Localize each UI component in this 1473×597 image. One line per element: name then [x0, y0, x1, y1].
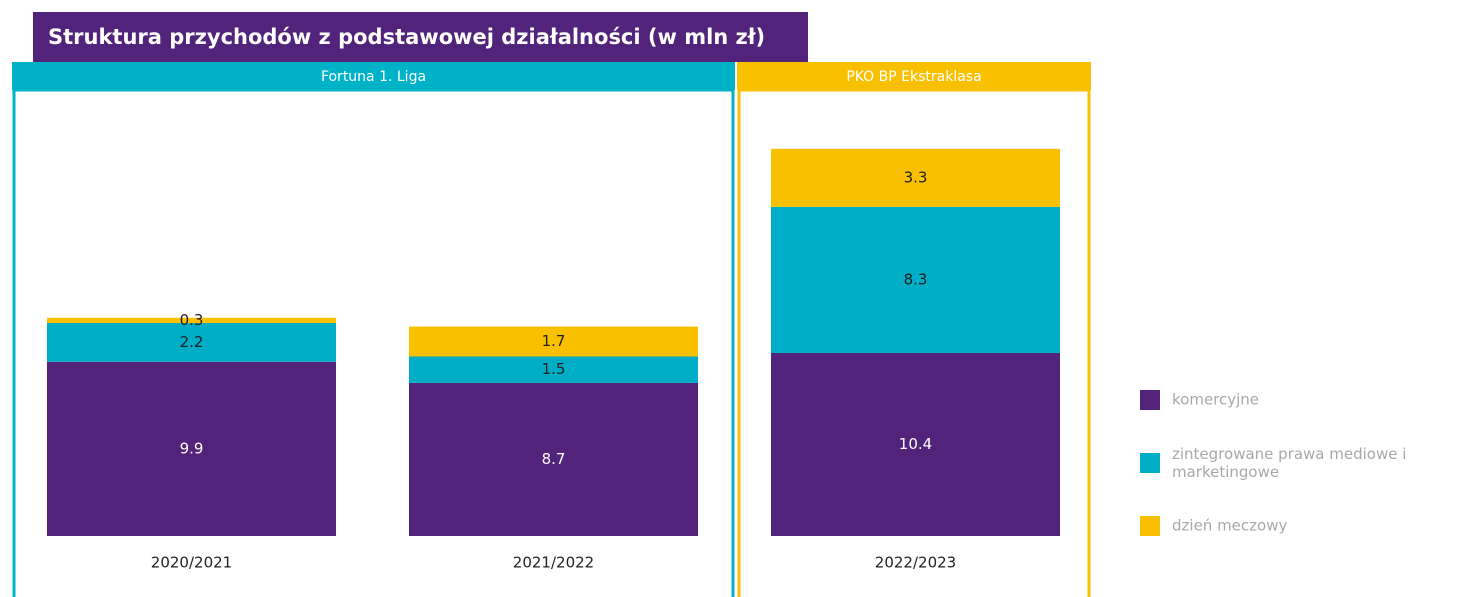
value-label: 2.2: [180, 333, 204, 351]
legend-label: komercyjne: [1172, 391, 1259, 409]
value-label: 8.3: [904, 270, 928, 288]
legend-swatch: [1140, 516, 1160, 536]
bar-segment: [47, 317, 336, 324]
bar-segment: [771, 148, 1060, 207]
group-label: Fortuna 1. Liga: [321, 69, 426, 85]
legend-swatch: [1140, 390, 1160, 410]
group-header: [12, 62, 735, 90]
x-tick-label: 2022/2023: [875, 554, 956, 572]
value-label: 8.7: [542, 450, 566, 468]
value-label: 1.7: [542, 332, 566, 350]
legend-label: dzień meczowy: [1172, 517, 1287, 535]
legend-line: marketingowe: [1172, 463, 1279, 481]
value-label: 3.3: [904, 168, 928, 186]
x-tick-label: 2021/2022: [513, 554, 594, 572]
chart-title: Struktura przychodów z podstawowej dział…: [48, 25, 765, 49]
bar-segment: [409, 326, 698, 357]
legend-label: zintegrowane prawa mediowe i marketingowe: [1172, 445, 1406, 481]
bar-segment: [47, 361, 336, 536]
group-header: [737, 62, 1091, 90]
bar-segment: [771, 352, 1060, 536]
x-tick-label: 2020/2021: [151, 554, 232, 572]
title-box: [33, 12, 808, 62]
group-frame: [737, 88, 1091, 597]
legend-swatch: [1140, 453, 1160, 473]
value-label: 1.5: [542, 360, 566, 378]
value-label: 0.3: [180, 311, 204, 329]
bar-segment: [47, 323, 336, 362]
value-label: 10.4: [899, 435, 932, 453]
group-frame: [12, 88, 735, 597]
bar-segment: [771, 206, 1060, 353]
value-label: 9.9: [180, 439, 204, 457]
legend-line: zintegrowane prawa mediowe i: [1172, 445, 1406, 463]
bar-segment: [409, 382, 698, 536]
bar-segment: [409, 356, 698, 383]
group-label: PKO BP Ekstraklasa: [846, 69, 981, 85]
